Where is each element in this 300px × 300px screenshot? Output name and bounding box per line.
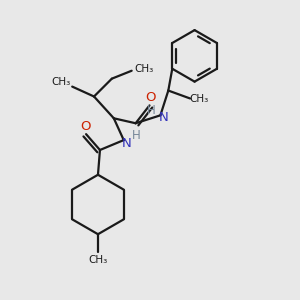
Text: CH₃: CH₃ bbox=[134, 64, 153, 74]
Text: CH₃: CH₃ bbox=[189, 94, 209, 104]
Text: H: H bbox=[132, 129, 141, 142]
Text: H: H bbox=[147, 104, 156, 117]
Text: O: O bbox=[145, 91, 156, 104]
Text: CH₃: CH₃ bbox=[88, 255, 108, 265]
Text: O: O bbox=[80, 120, 90, 133]
Text: N: N bbox=[122, 136, 132, 150]
Text: N: N bbox=[158, 111, 168, 124]
Text: CH₃: CH₃ bbox=[52, 76, 71, 87]
